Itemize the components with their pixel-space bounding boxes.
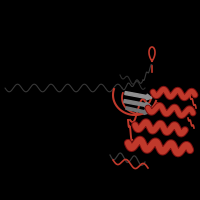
Polygon shape [145, 102, 151, 108]
Polygon shape [125, 92, 147, 98]
Polygon shape [144, 110, 149, 114]
Polygon shape [146, 94, 152, 100]
Polygon shape [126, 107, 145, 113]
Polygon shape [124, 100, 146, 106]
